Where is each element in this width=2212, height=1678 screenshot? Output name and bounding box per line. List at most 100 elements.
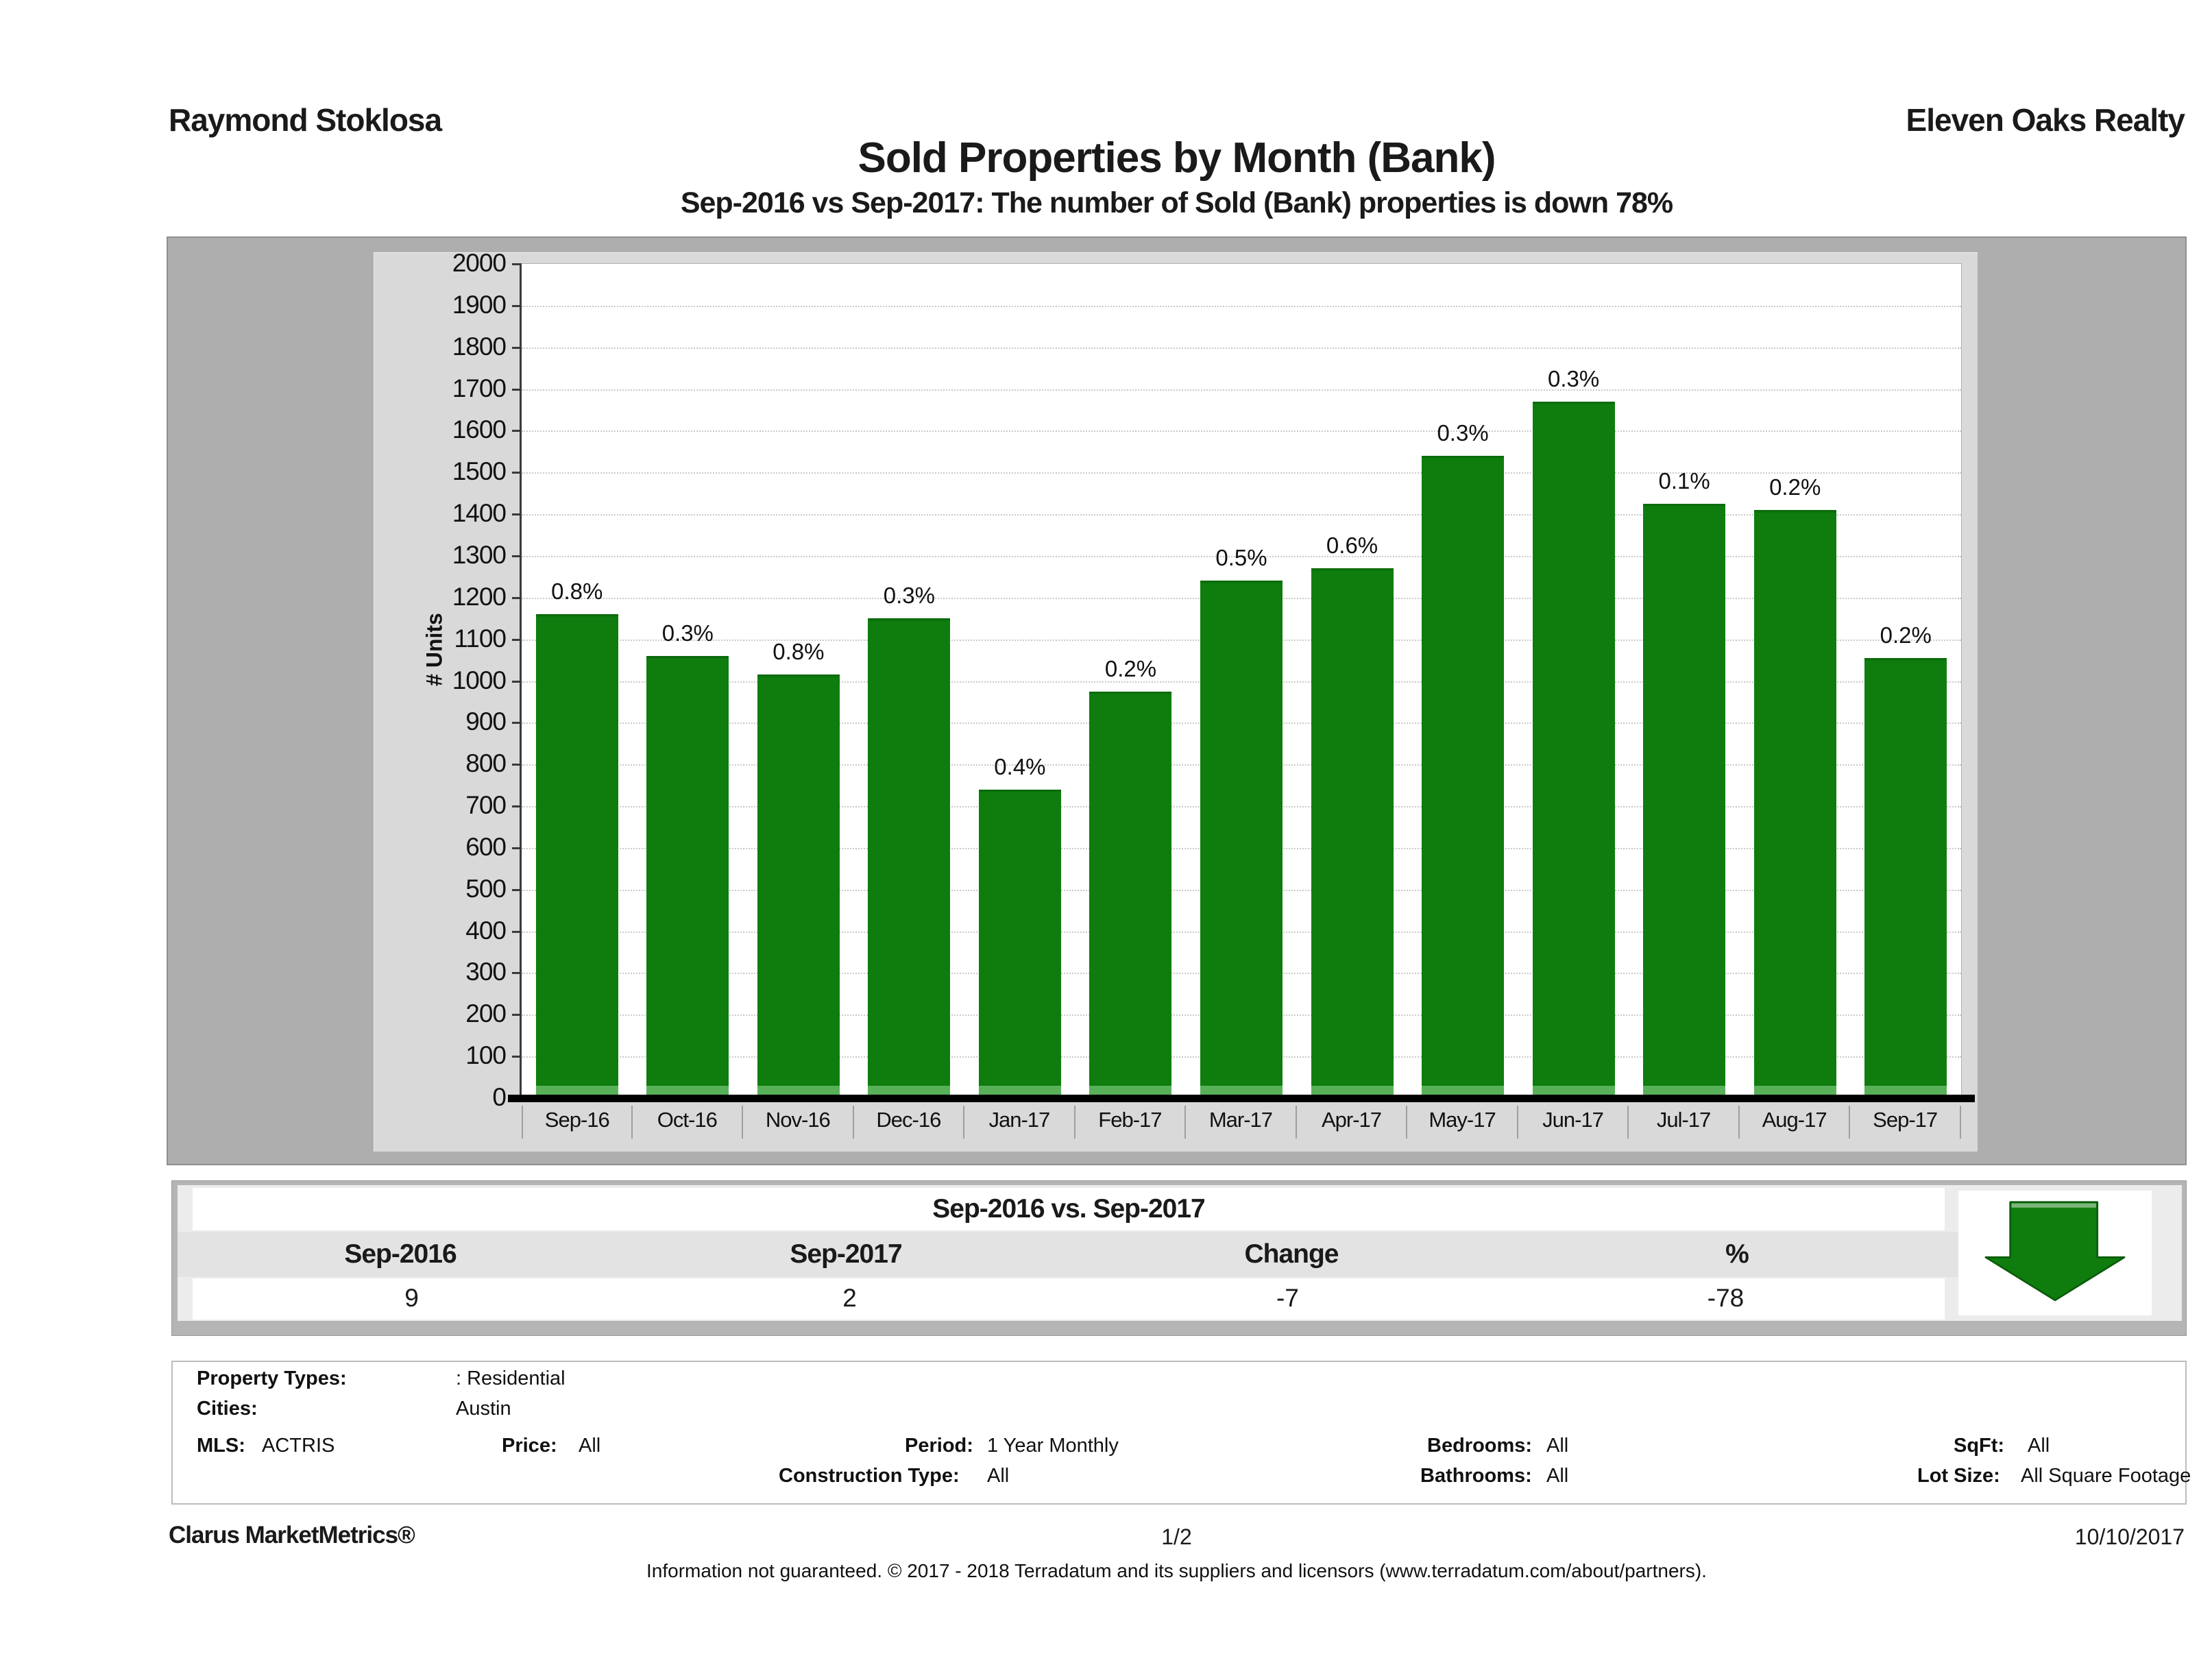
y-tick-label: 100	[465, 1041, 507, 1070]
x-tick-label: Jul-17	[1629, 1106, 1740, 1139]
x-tick-label: Sep-16	[522, 1106, 633, 1139]
bar-value-label: 0.2%	[1104, 655, 1157, 681]
bar-value-label: 0.8%	[551, 579, 603, 605]
x-tick-label: Jun-17	[1518, 1106, 1629, 1139]
chart-panel: # Units 0 100 200 300 400 500 600 700 800 900 1000…	[374, 249, 1978, 1152]
bar-Nov-16	[757, 674, 840, 1098]
y-tick-label: 500	[465, 874, 507, 903]
bar-value-label: 0.2%	[1880, 622, 1932, 648]
y-tick-label: 1400	[452, 499, 507, 528]
bar-Jun-17	[1532, 401, 1615, 1098]
x-tick-label: Feb-17	[1075, 1106, 1187, 1139]
page-number: 1/2	[1161, 1524, 1192, 1549]
x-axis-tick-labels: Sep-16 Oct-16 Nov-16 Dec-16 Jan-17 Feb-17 Mar-…	[522, 1106, 1982, 1151]
y-tick-mark	[512, 805, 522, 808]
y-tick-label: 1800	[452, 332, 507, 361]
x-tick-label: Aug-17	[1740, 1106, 1851, 1139]
y-tick-mark	[512, 1056, 522, 1058]
grid-line	[522, 555, 1961, 557]
title-block: Sold Properties by Month (Bank) Sep-2016…	[167, 134, 2187, 220]
y-tick-mark	[512, 388, 522, 391]
grid-line	[522, 305, 1961, 307]
bar-value-label: 0.5%	[1215, 545, 1267, 571]
column-header: Sep-2016	[344, 1239, 457, 1269]
x-tick-label: Nov-16	[743, 1106, 854, 1139]
disclaimer: Information not guaranteed. © 2017 - 201…	[646, 1560, 1707, 1581]
bar-Mar-17	[1200, 581, 1283, 1098]
y-tick-label: 1100	[454, 624, 507, 653]
price-label: Price:	[502, 1435, 557, 1457]
cities-value: Austin	[456, 1398, 511, 1420]
comparison-title: Sep-2016 vs. Sep-2017	[193, 1188, 1945, 1230]
comparison-section: Sep-2016 vs. Sep-2017 Sep-2016 Sep-2017 …	[171, 1180, 2187, 1336]
bar-Feb-17	[1089, 691, 1172, 1098]
x-tick-label: Sep-17	[1850, 1106, 1961, 1139]
period-label: Period:	[905, 1435, 973, 1457]
bar-Apr-17	[1311, 568, 1394, 1098]
y-tick-mark	[512, 1014, 522, 1017]
y-tick-label: 1500	[452, 457, 507, 486]
period-value: 1 Year Monthly	[987, 1435, 1119, 1457]
x-tick-label: Dec-16	[854, 1106, 965, 1139]
construction-type-label: Construction Type:	[779, 1465, 960, 1487]
page-subtitle: Sep-2016 vs Sep-2017: The number of Sold…	[680, 186, 1673, 219]
y-tick-mark	[512, 888, 522, 891]
y-tick-mark	[512, 638, 522, 641]
x-tick-label: Mar-17	[1186, 1106, 1297, 1139]
bar-value-label: 0.3%	[1548, 365, 1600, 391]
y-tick-label: 1300	[452, 540, 507, 569]
grid-line	[522, 347, 1961, 349]
y-tick-mark	[512, 722, 522, 725]
bar-May-17	[1422, 455, 1505, 1098]
plot-area: 0.8% 0.3% 0.8% 0.3% 0.4% 0.2% 0.5% 0.6% 0.3% 0.3%…	[508, 263, 1975, 1102]
down-arrow-icon	[1984, 1201, 2126, 1302]
comparison-header-row: Sep-2016 Sep-2017 Change %	[178, 1232, 1960, 1277]
x-axis-line	[508, 1095, 1975, 1102]
bedrooms-value: All	[1546, 1435, 1569, 1457]
bar-Oct-16	[646, 656, 729, 1098]
x-tick-label: Oct-16	[633, 1106, 744, 1139]
lot-size-label: Lot Size:	[1917, 1465, 2000, 1487]
y-tick-label: 200	[465, 999, 507, 1028]
property-types-value: : Residential	[456, 1367, 566, 1389]
bar-Sep-16	[535, 614, 618, 1098]
bar-value-label: 0.8%	[773, 639, 825, 665]
y-tick-mark	[512, 764, 522, 766]
y-tick-label: 1700	[452, 374, 507, 402]
y-tick-mark	[512, 304, 522, 307]
table-cell: 2	[842, 1284, 857, 1312]
grid-line	[522, 472, 1961, 474]
y-tick-label: 2000	[452, 249, 507, 277]
bar-Aug-17	[1753, 510, 1836, 1098]
chart-container: # Units 0 100 200 300 400 500 600 700 800 900 1000…	[167, 236, 2187, 1165]
mls-value: ACTRIS	[262, 1435, 335, 1457]
bar-value-label: 0.4%	[994, 753, 1046, 779]
y-tick-label: 700	[465, 791, 507, 820]
grid-line	[522, 514, 1961, 516]
y-tick-mark	[512, 596, 522, 599]
y-tick-label: 1900	[452, 290, 507, 319]
bedrooms-label: Bedrooms:	[1427, 1435, 1533, 1457]
bathrooms-label: Bathrooms:	[1420, 1465, 1532, 1487]
comparison-value-row: 9 2 -7 -78	[193, 1278, 1945, 1320]
cities-label: Cities:	[197, 1398, 258, 1420]
construction-type-value: All	[987, 1465, 1010, 1487]
y-tick-mark	[512, 930, 522, 933]
property-types-label: Property Types:	[197, 1367, 347, 1389]
mls-label: MLS:	[197, 1435, 245, 1457]
report-date: 10/10/2017	[2074, 1524, 2185, 1549]
bar-value-label: 0.1%	[1658, 467, 1710, 494]
bathrooms-value: All	[1546, 1465, 1569, 1487]
sqft-label: SqFt:	[1954, 1435, 2005, 1457]
sqft-value: All	[2028, 1435, 2050, 1457]
trend-arrow-box	[1958, 1191, 2152, 1315]
lot-size-value: All Square Footage	[2021, 1465, 2191, 1487]
bar-Dec-16	[868, 618, 951, 1098]
bar-value-label: 0.3%	[661, 620, 714, 646]
criteria-box: Property Types: : Residential Cities: Au…	[171, 1361, 2191, 1505]
y-tick-mark	[512, 472, 522, 474]
grid-line	[522, 389, 1961, 391]
bar-Sep-17	[1864, 658, 1947, 1098]
brokerage-name: Eleven Oaks Realty	[1906, 102, 2185, 138]
